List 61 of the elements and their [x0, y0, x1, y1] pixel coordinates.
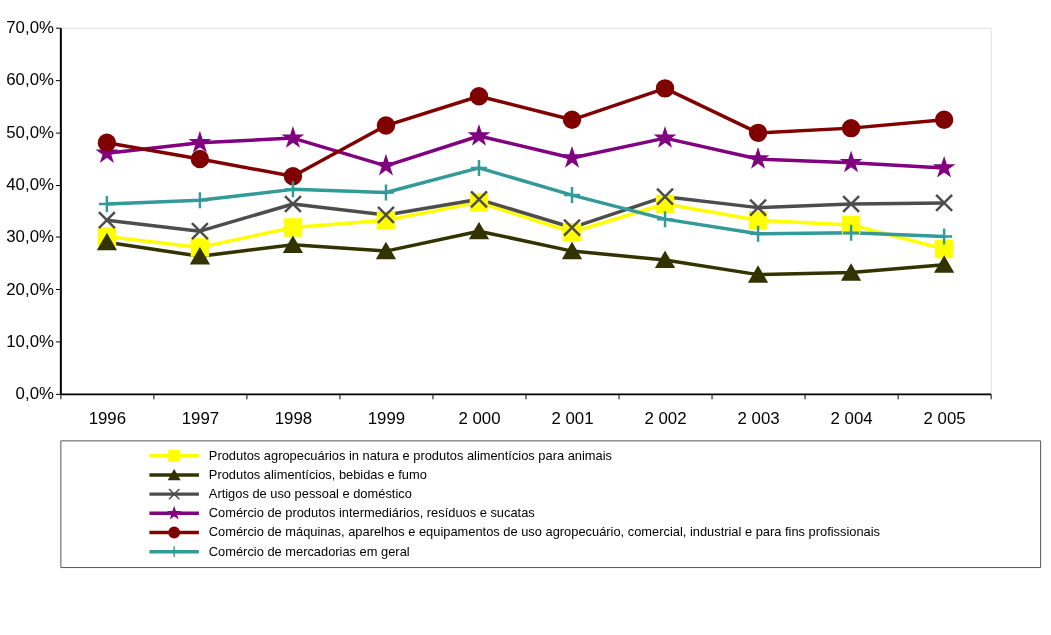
point	[934, 110, 954, 129]
x-tick-label: 2 002	[644, 409, 687, 429]
point	[655, 79, 675, 98]
point	[841, 118, 861, 138]
point	[283, 236, 303, 253]
legend-label: Artigos de uso pessoal e doméstico	[208, 486, 412, 502]
x-tick-label: 2 004	[830, 409, 873, 429]
legend-label: Produtos alimentícios, bebidas e fumo	[208, 466, 427, 482]
point	[934, 256, 954, 273]
point	[655, 187, 675, 206]
y-tick-label: 30,0%	[6, 227, 54, 247]
point	[190, 248, 210, 265]
x-tick-label: 1997	[181, 409, 220, 429]
point	[934, 239, 954, 259]
point	[97, 210, 117, 230]
point	[655, 251, 675, 269]
point	[748, 123, 768, 143]
legend-label: Produtos agropecuários in natura e produtos alimentícios para animais	[208, 447, 612, 463]
point	[562, 218, 582, 237]
point	[469, 158, 489, 178]
y-tick-label: 70,0%	[6, 18, 54, 38]
point	[97, 234, 117, 251]
point	[562, 110, 582, 129]
y-tick-label: 40,0%	[6, 175, 54, 195]
point	[190, 221, 210, 241]
point	[562, 185, 582, 205]
x-tick-label: 2 000	[458, 409, 501, 429]
point	[97, 194, 117, 214]
point	[841, 264, 861, 281]
point	[562, 242, 582, 260]
x-tick-label: 2 001	[551, 409, 594, 429]
point	[376, 242, 396, 260]
x-tick-label: 1999	[367, 409, 406, 429]
point	[97, 133, 117, 152]
point	[655, 209, 675, 229]
point	[376, 205, 396, 225]
legend-label: Comércio de máquinas, aparelhos e equipamentos de uso agropecuário, comercial, industrial e para fins profissionais	[208, 524, 881, 540]
y-tick-label: 50,0%	[6, 122, 54, 142]
x-tick-label: 2 005	[923, 409, 966, 429]
y-tick-label: 0,0%	[15, 384, 54, 404]
point	[283, 218, 303, 237]
point	[469, 223, 489, 240]
point	[748, 266, 768, 283]
point	[934, 193, 954, 213]
x-tick-label: 2 003	[737, 409, 780, 429]
point	[190, 149, 210, 169]
legend-label: Comércio de mercadorias em geral	[208, 543, 410, 559]
legend-label: Comércio de produtos intermediários, resíduos e sucatas	[208, 505, 535, 521]
x-tick-label: 1996	[88, 409, 127, 429]
point	[376, 116, 396, 135]
point	[934, 227, 954, 246]
y-tick-label: 20,0%	[6, 279, 54, 299]
point	[841, 194, 861, 214]
point	[283, 194, 303, 214]
point	[469, 87, 489, 106]
point	[283, 167, 303, 186]
y-tick-label: 60,0%	[6, 70, 54, 90]
point	[841, 223, 861, 242]
y-tick-label: 10,0%	[6, 332, 54, 352]
x-tick-label: 1998	[274, 409, 313, 429]
point	[748, 198, 768, 217]
